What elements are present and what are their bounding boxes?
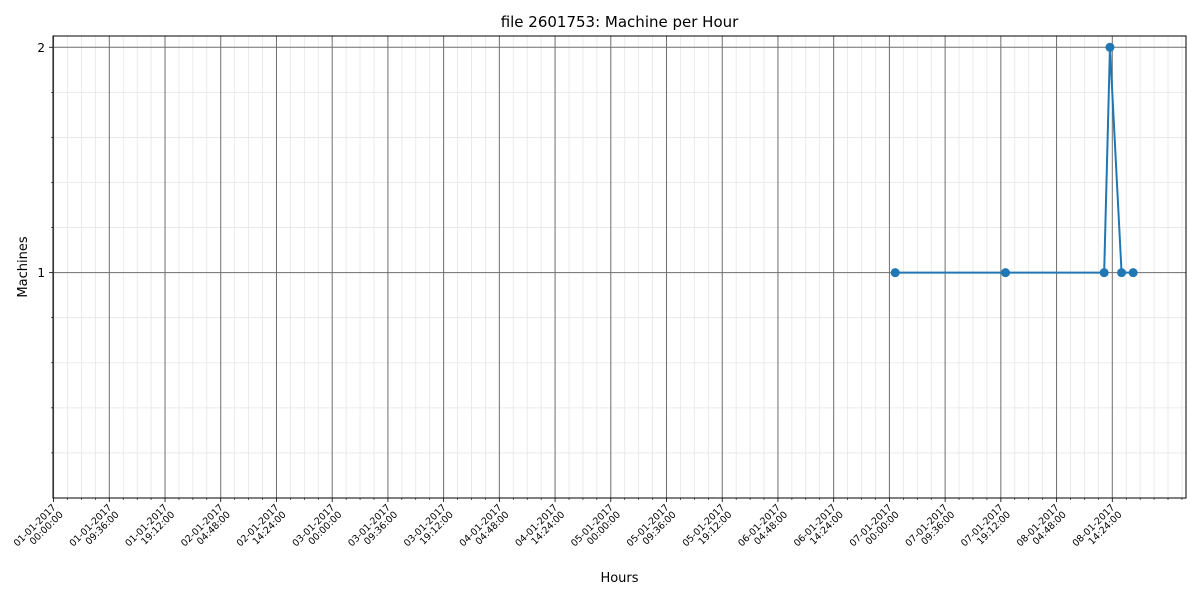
chart-title: file 2601753: Machine per Hour: [501, 13, 739, 31]
x-axis: 01-01-201700:00:00 01-01-201709:36:00 01-0…: [12, 498, 1183, 556]
x-tick-label: 02-01-201704:48:00: [179, 502, 233, 556]
x-axis-label: Hours: [600, 571, 638, 586]
x-tick-label: 05-01-201709:36:00: [625, 502, 679, 556]
x-tick-label: 03-01-201719:12:00: [402, 502, 456, 556]
series-layer: [890, 42, 1138, 278]
x-tick-label: 01-01-201719:12:00: [123, 502, 177, 556]
data-point: [1117, 268, 1127, 278]
x-tick-label: 01-01-201700:00:00: [12, 502, 66, 556]
minor-grid: [53, 36, 1186, 498]
x-tick-label: 07-01-201719:12:00: [959, 502, 1013, 556]
y-tick-label: 1: [37, 266, 45, 280]
data-point: [890, 268, 900, 278]
x-tick-label: 01-01-201709:36:00: [68, 502, 122, 556]
data-point: [1000, 268, 1010, 278]
x-tick-label: 04-01-201714:24:00: [513, 502, 567, 556]
x-tick-label: 02-01-201714:24:00: [235, 502, 289, 556]
data-point: [1099, 268, 1109, 278]
x-tick-label: 08-01-201704:48:00: [1015, 502, 1069, 556]
x-tick-label: 07-01-201700:00:00: [848, 502, 902, 556]
x-tick-label: 04-01-201704:48:00: [458, 502, 512, 556]
x-tick-label: 08-01-201714:24:00: [1071, 502, 1125, 556]
data-point: [1128, 268, 1138, 278]
x-tick-label: 06-01-201714:24:00: [792, 502, 846, 556]
plot-area-frame: [52, 35, 1187, 499]
x-tick-label: 05-01-201700:00:00: [569, 502, 623, 556]
y-axis-label: Machines: [16, 236, 31, 297]
y-tick-label: 2: [37, 41, 45, 55]
x-tick-label: 03-01-201700:00:00: [290, 502, 344, 556]
y-axis: 12: [37, 41, 53, 454]
x-tick-label: 03-01-201709:36:00: [346, 502, 400, 556]
x-tick-label: 06-01-201704:48:00: [736, 502, 790, 556]
major-grid: [53, 36, 1186, 498]
x-tick-label: 07-01-201709:36:00: [903, 502, 957, 556]
data-point: [1105, 42, 1115, 52]
x-tick-label: 05-01-201719:12:00: [681, 502, 735, 556]
